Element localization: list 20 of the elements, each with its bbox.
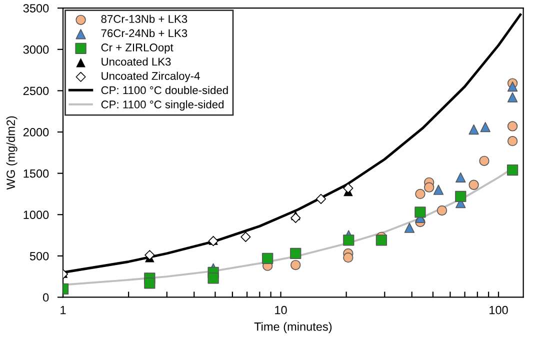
y-tick-label: 2000 <box>23 128 49 136</box>
legend-label: 76Cr-24Nb + LK3 <box>101 29 188 38</box>
legend-label: CP: 1100 °C single-sided <box>101 100 224 111</box>
y-tick-label: 500 <box>30 252 49 260</box>
y-axis-title: WG (mg/dm2) <box>6 116 18 190</box>
y-tick-label: 3000 <box>23 45 49 54</box>
x-tick-label: 100 <box>490 306 508 314</box>
y-tick-label: 2500 <box>23 86 49 96</box>
legend-label: 87Cr-13Nb + LK3 <box>101 14 188 23</box>
y-tick-label: 3500 <box>23 4 49 12</box>
legend-label: Cr + ZIRLOopt <box>101 44 174 54</box>
legend-label: CP: 1100 °C double-sided <box>101 86 228 94</box>
x-tick-label: 1 <box>60 306 66 314</box>
y-tick-label: 1500 <box>24 169 49 178</box>
x-axis-title: Time (minutes) <box>254 322 332 334</box>
y-tick-label: 1000 <box>24 210 49 220</box>
y-tick-label: 0 <box>43 293 49 302</box>
legend-label: Uncoated LK3 <box>102 57 171 66</box>
legend-label: Uncoated Zircaloy-4 <box>102 72 200 82</box>
x-tick-label: 10 <box>275 306 287 314</box>
